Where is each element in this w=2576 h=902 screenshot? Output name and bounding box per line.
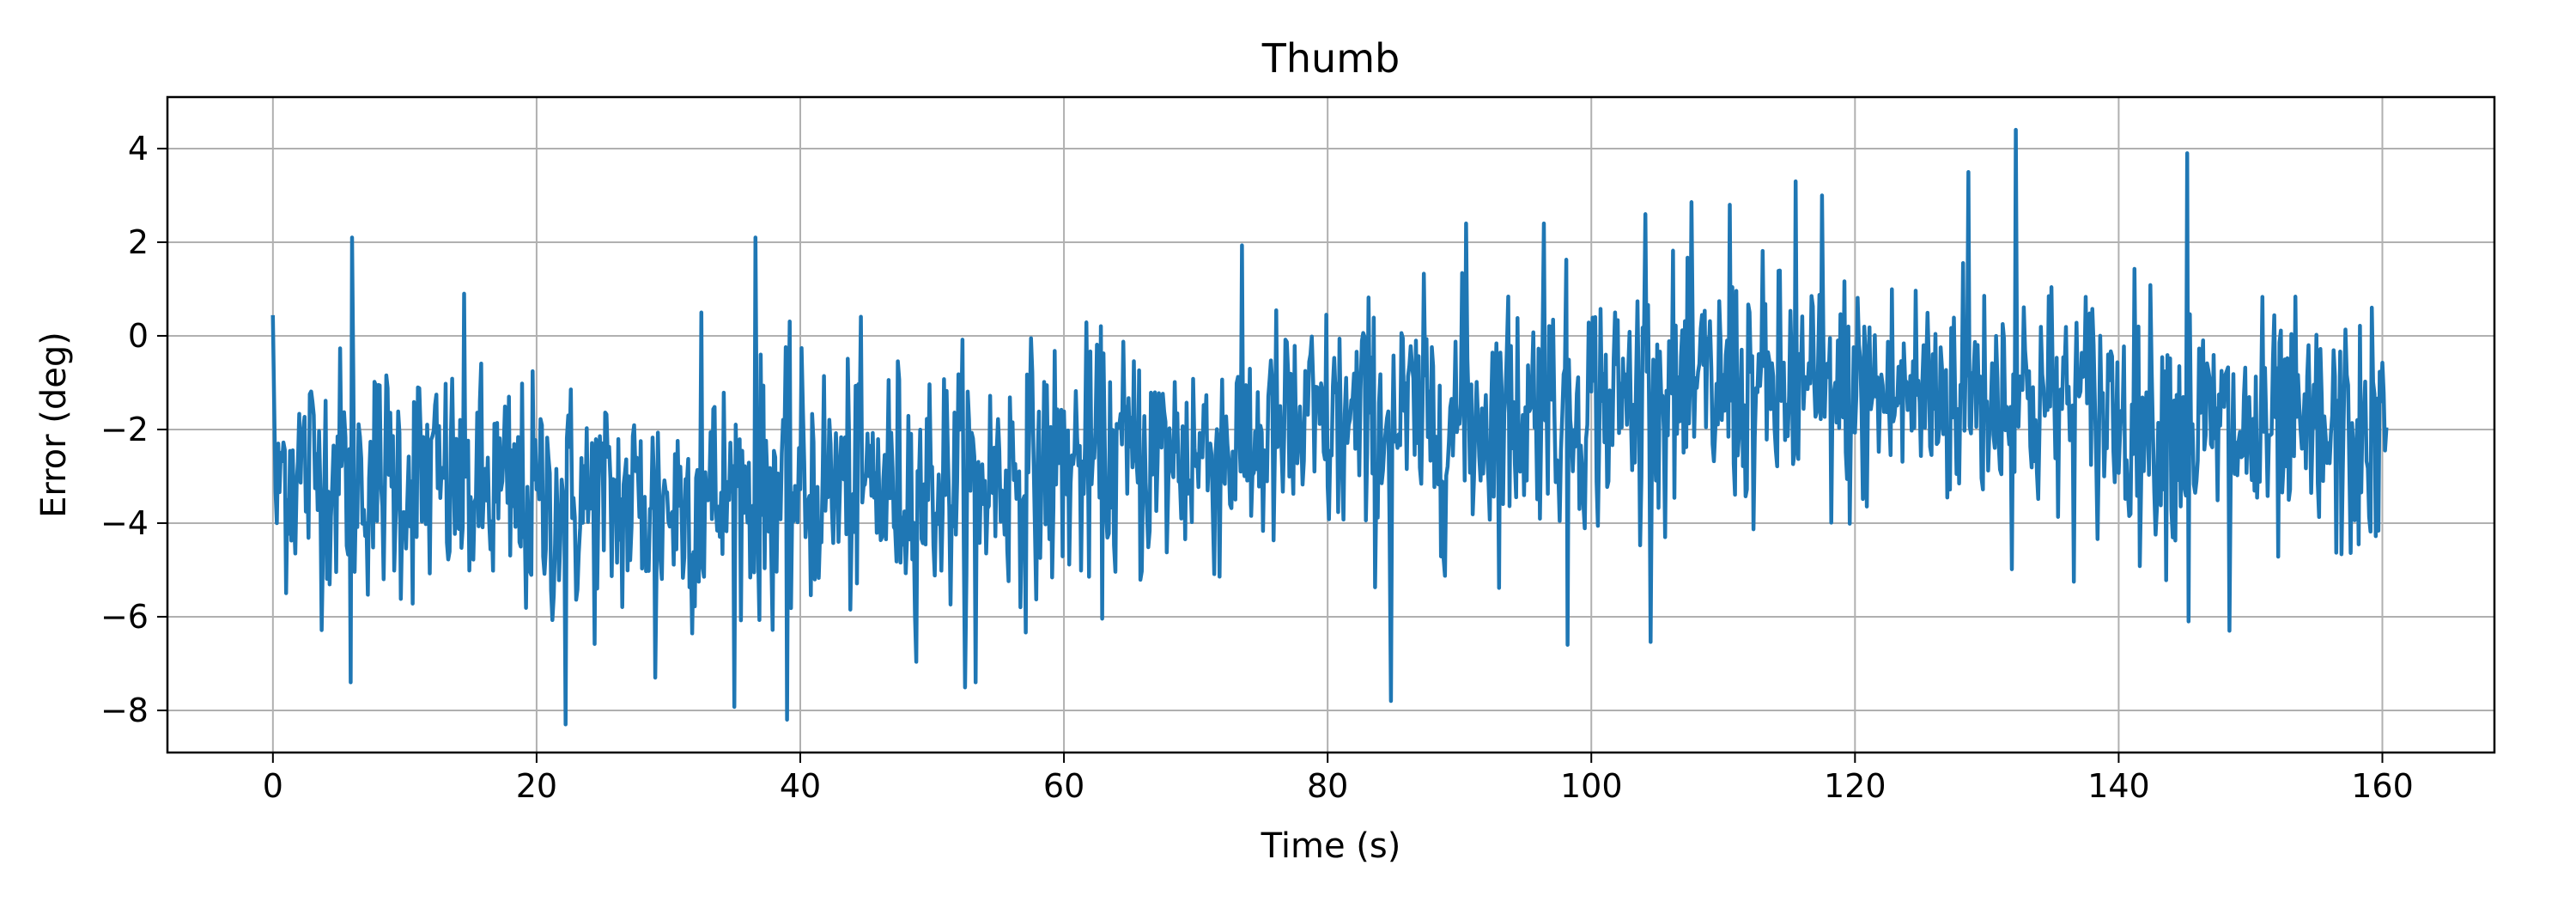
- ticks: 0 20 40 60 80 100 120 140 160 −8 −6 −4 −2 0 2 4: [100, 130, 2414, 805]
- x-tick-label: 160: [2351, 767, 2414, 805]
- x-tick-label: 40: [780, 767, 821, 805]
- data-layer: [270, 127, 2389, 727]
- y-tick-label: −4: [100, 504, 149, 542]
- x-tick-label: 140: [2087, 767, 2150, 805]
- x-tick-label: 100: [1560, 767, 1623, 805]
- plot-frame: [166, 95, 2496, 754]
- x-tick-label: 20: [516, 767, 557, 805]
- x-tick-label: 80: [1307, 767, 1348, 805]
- x-axis-label: Time (s): [1261, 826, 1401, 866]
- y-axis-label: Error (deg): [34, 332, 74, 518]
- y-tick-label: 2: [128, 223, 149, 261]
- x-tick-label: 120: [1824, 767, 1886, 805]
- y-tick-label: 4: [128, 130, 149, 168]
- grid: [167, 97, 2494, 753]
- chart-title: Thumb: [1261, 35, 1400, 82]
- series-line: [270, 127, 2389, 727]
- x-tick-label: 0: [263, 767, 283, 805]
- y-tick-label: 0: [128, 317, 149, 355]
- y-tick-label: −2: [100, 411, 149, 448]
- y-tick-label: −8: [100, 692, 149, 729]
- x-tick-label: 60: [1043, 767, 1084, 805]
- y-tick-label: −6: [100, 598, 149, 636]
